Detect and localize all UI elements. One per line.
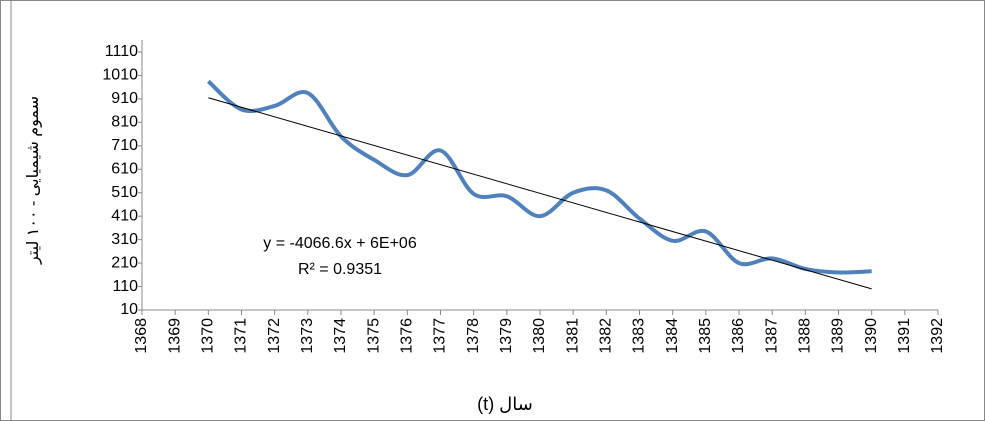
y-axis-label: سموم شیمیایی - ۱۰۰ لیتر bbox=[25, 96, 43, 265]
x-tick-label: 1389 bbox=[830, 318, 847, 354]
x-tick-label: 1383 bbox=[631, 318, 648, 354]
data-line bbox=[206, 79, 872, 275]
y-tick-label: 810 bbox=[111, 114, 138, 131]
x-tick-label: 1386 bbox=[730, 318, 747, 354]
x-tick-label: 1377 bbox=[432, 318, 449, 354]
x-tick-label: 1374 bbox=[332, 318, 349, 354]
y-tick-label: 710 bbox=[111, 137, 138, 154]
y-tick-label: 110 bbox=[112, 278, 138, 295]
x-tick-label: 1370 bbox=[200, 318, 217, 354]
y-tick-label: 410 bbox=[111, 207, 138, 224]
y-tick-label: 310 bbox=[111, 231, 138, 248]
x-tick-label: 1373 bbox=[299, 318, 316, 354]
x-tick-label: 1392 bbox=[929, 318, 946, 354]
x-tick-label: 1368 bbox=[133, 318, 150, 354]
x-tick-label: 1369 bbox=[166, 318, 183, 354]
x-tick-label: 1387 bbox=[763, 318, 780, 354]
x-tick-label: 1378 bbox=[465, 318, 482, 354]
y-tick-label: 610 bbox=[111, 160, 138, 177]
x-tick-label: 1381 bbox=[564, 318, 581, 354]
x-tick-label: 1382 bbox=[598, 318, 615, 354]
x-tick-label: 1388 bbox=[797, 318, 814, 354]
trendline bbox=[208, 97, 872, 290]
x-tick-label: 1391 bbox=[896, 318, 913, 354]
x-tick-label: 1390 bbox=[863, 318, 880, 354]
y-tick-label: 10 bbox=[120, 301, 138, 318]
x-tick-label: 1380 bbox=[531, 318, 548, 354]
y-tick-label: 1110 bbox=[105, 43, 138, 60]
x-tick-label: 1376 bbox=[399, 318, 416, 354]
annotation: y = -4066.6x + 6E+06 bbox=[263, 235, 417, 252]
y-tick-label: 510 bbox=[111, 184, 138, 201]
x-axis-label: سال (t) bbox=[477, 394, 533, 414]
x-tick-label: 1379 bbox=[498, 318, 515, 354]
x-tick-label: 1372 bbox=[266, 318, 283, 354]
y-tick-label: 1010 bbox=[102, 67, 138, 84]
x-tick-label: 1375 bbox=[365, 318, 382, 354]
x-tick-label: 1385 bbox=[697, 318, 714, 354]
y-tick-label: 910 bbox=[111, 90, 138, 107]
x-tick-label: 1371 bbox=[233, 318, 250, 354]
y-tick-label: 210 bbox=[111, 254, 138, 271]
annotation: R² = 0.9351 bbox=[298, 261, 382, 278]
x-tick-label: 1384 bbox=[664, 318, 681, 354]
